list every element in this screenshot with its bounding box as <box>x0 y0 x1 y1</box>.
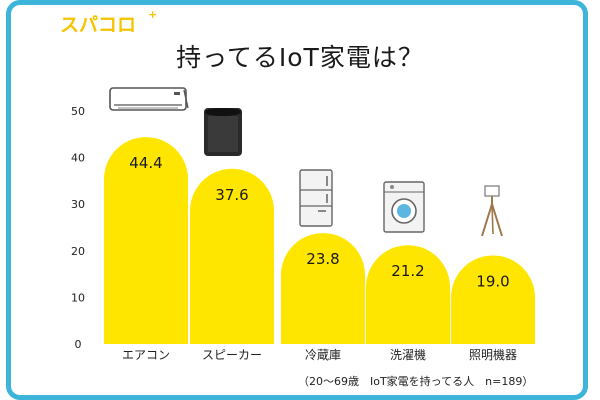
y-tick-label: 30 <box>71 198 85 211</box>
bar <box>190 168 274 344</box>
smart-speaker-icon <box>204 108 242 156</box>
y-axis: 0 10 20 30 40 50 <box>71 105 85 351</box>
washing-machine-icon <box>383 181 425 233</box>
floor-lamp-icon <box>481 185 503 237</box>
bar <box>104 137 188 344</box>
brand-logo: スパコロ <box>60 14 137 36</box>
y-tick-label: 10 <box>71 291 85 304</box>
x-category-label: 冷蔵庫 <box>305 348 341 362</box>
y-tick-label: 50 <box>71 105 85 118</box>
bar-value-label: 23.8 <box>306 250 339 268</box>
bar-value-label: 44.4 <box>129 154 162 172</box>
y-tick-label: 0 <box>75 338 82 351</box>
refrigerator-icon <box>299 169 333 227</box>
bar <box>281 233 365 344</box>
x-category-label: スピーカー <box>202 348 262 362</box>
bar <box>451 255 535 344</box>
bar-value-label: 19.0 <box>476 272 509 290</box>
bar <box>366 245 450 344</box>
x-category-label: 洗濯機 <box>390 347 426 362</box>
x-category-label: エアコン <box>122 348 170 362</box>
appliance-icons <box>109 87 503 237</box>
sample-note: （20～69歳 IoT家電を持ってる人 n=189） <box>298 375 534 388</box>
x-category-label: 照明機器 <box>469 347 517 362</box>
air-conditioner-icon <box>109 87 189 111</box>
sparkle-icon: + <box>148 8 158 21</box>
bar-value-label: 37.6 <box>215 186 248 204</box>
y-tick-label: 40 <box>71 152 85 165</box>
x-axis-labels: エアコン スピーカー 冷蔵庫 洗濯機 照明機器 <box>122 347 517 362</box>
bars-group: 44.4 37.6 23.8 21.2 19.0 <box>104 137 535 344</box>
chart-title: 持ってるIoT家電は？ <box>176 43 424 72</box>
bar-value-label: 21.2 <box>391 262 424 280</box>
y-tick-label: 20 <box>71 245 85 258</box>
